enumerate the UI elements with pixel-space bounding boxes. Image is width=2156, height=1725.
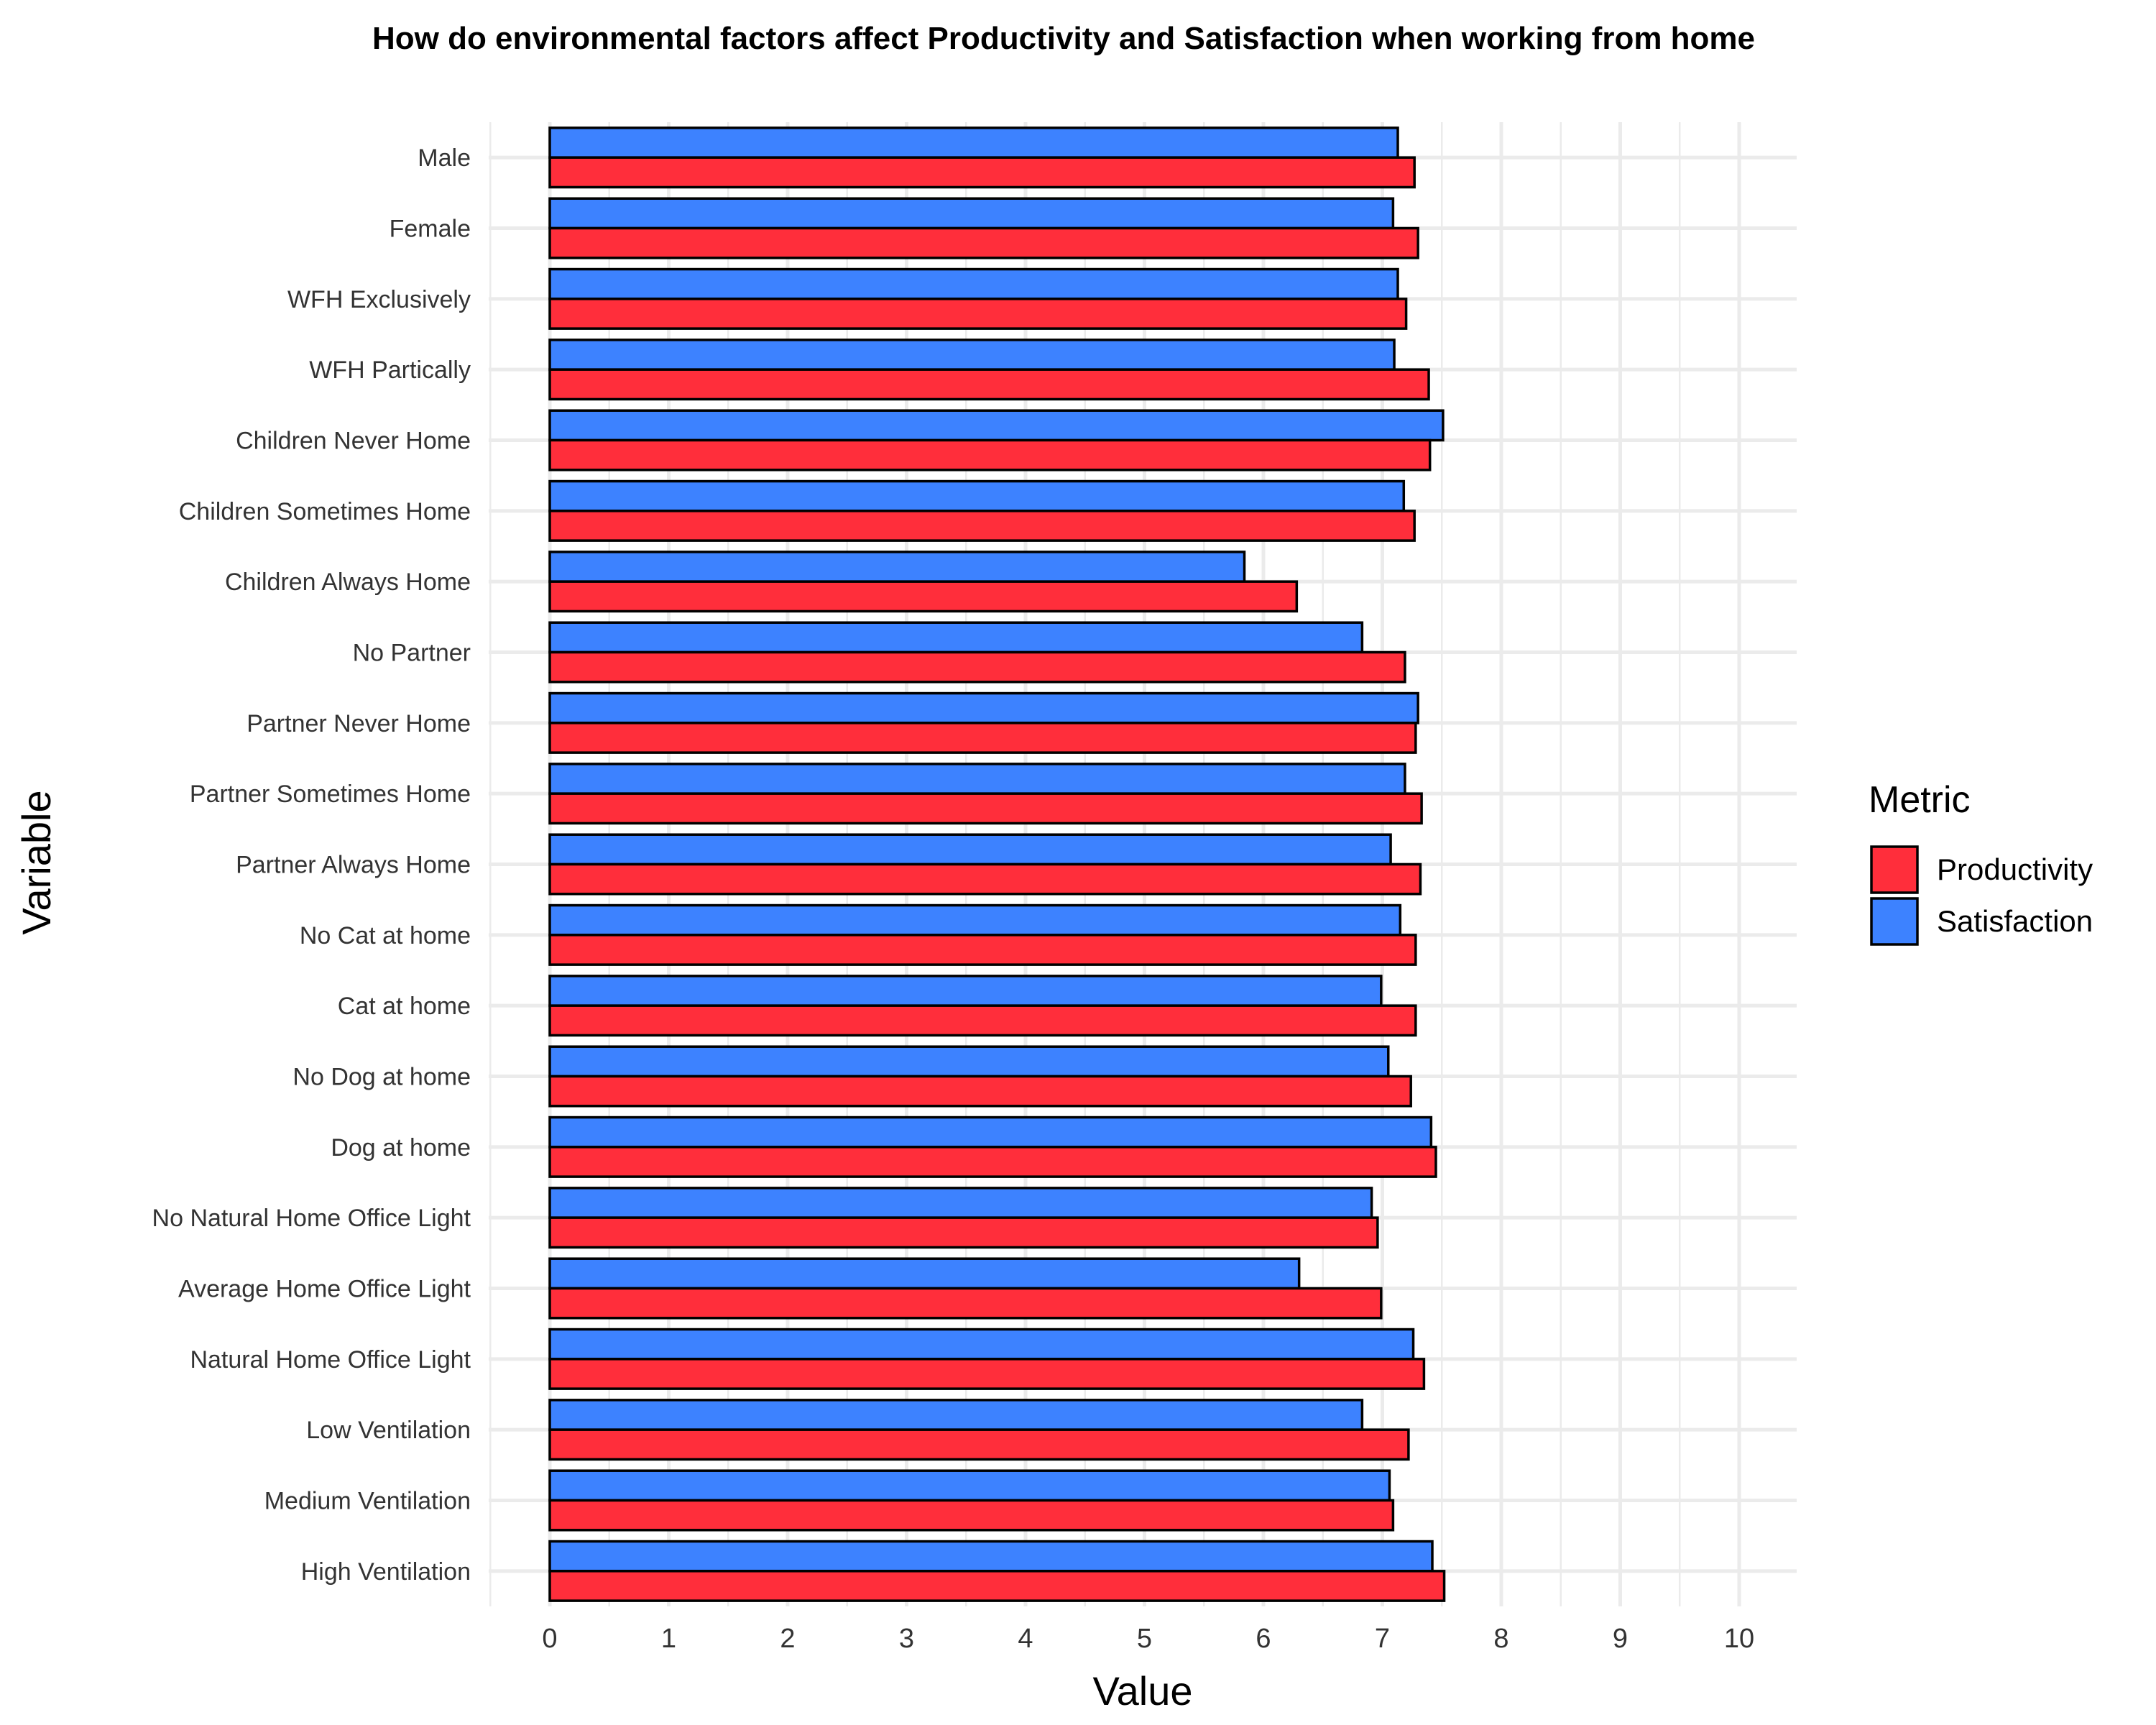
category-label: Children Always Home: [225, 569, 471, 596]
category-label: Children Sometimes Home: [179, 498, 471, 525]
category-label: Partner Sometimes Home: [190, 781, 471, 808]
bar-satisfaction: [548, 1187, 1373, 1219]
x-tick-label: 7: [1375, 1624, 1390, 1654]
legend: Metric Productivity Satisfaction: [1869, 779, 2093, 946]
x-tick-label: 3: [899, 1624, 914, 1654]
y-axis-title: Variable: [14, 790, 59, 934]
bar-layer: [548, 126, 1446, 1602]
x-tick-label: 8: [1493, 1624, 1508, 1654]
bar-productivity: [548, 580, 1299, 613]
bar-productivity: [548, 368, 1430, 401]
category-label: Male: [418, 144, 471, 172]
category-label: Natural Home Office Light: [190, 1346, 471, 1374]
bar-productivity: [548, 510, 1416, 542]
x-tick-label: 1: [661, 1624, 676, 1654]
bar-productivity: [548, 1428, 1410, 1461]
category-label: Medium Ventilation: [264, 1488, 471, 1515]
category-label: Dog at home: [331, 1134, 471, 1162]
category-label: WFH Partically: [309, 356, 471, 384]
chart-title: How do environmental factors affect Prod…: [372, 21, 1755, 56]
bar-productivity: [548, 156, 1416, 189]
legend-label: Satisfaction: [1937, 904, 2093, 938]
bar-productivity: [548, 1146, 1437, 1178]
bar-productivity: [548, 1004, 1417, 1037]
bar-satisfaction: [548, 691, 1419, 724]
category-label: No Natural Home Office Light: [152, 1205, 471, 1232]
legend-swatch: [1870, 897, 1919, 946]
category-label: Female: [390, 216, 471, 243]
bar-productivity: [548, 438, 1432, 472]
bar-satisfaction: [548, 551, 1246, 583]
category-label: No Dog at home: [292, 1064, 471, 1091]
bar-satisfaction: [548, 763, 1406, 795]
bar-satisfaction: [548, 197, 1395, 230]
x-tick-label: 4: [1018, 1624, 1033, 1654]
x-tick-label: 2: [780, 1624, 795, 1654]
legend-label: Productivity: [1937, 852, 2093, 886]
bar-satisfaction: [548, 1469, 1391, 1502]
x-axis-title: Value: [1092, 1668, 1192, 1714]
category-label: High Ventilation: [301, 1558, 471, 1586]
bar-productivity: [548, 226, 1419, 259]
bar-satisfaction: [548, 1116, 1433, 1149]
category-label: Partner Always Home: [236, 852, 471, 879]
bar-productivity: [548, 792, 1423, 825]
x-tick-labels: 0 1 2 3 4 5 6 7 8 9 10: [542, 1624, 1754, 1654]
bar-productivity: [548, 1570, 1446, 1602]
legend-swatch: [1870, 845, 1919, 894]
bar-productivity: [548, 934, 1417, 966]
bar-satisfaction: [548, 1045, 1390, 1078]
x-tick-label: 5: [1137, 1624, 1152, 1654]
bar-productivity: [548, 1287, 1383, 1320]
bar-productivity: [548, 650, 1406, 684]
legend-title: Metric: [1869, 779, 1971, 821]
category-labels: Male Female WFH Exclusively WFH Partically C…: [152, 144, 471, 1586]
category-label: Low Ventilation: [306, 1417, 471, 1444]
bar-productivity: [548, 1358, 1426, 1390]
bar-productivity: [548, 862, 1422, 896]
bar-productivity: [548, 1216, 1379, 1249]
category-label: Children Never Home: [236, 428, 471, 455]
bar-satisfaction: [548, 126, 1399, 159]
bar-satisfaction: [548, 1399, 1364, 1431]
bar-satisfaction: [548, 479, 1406, 512]
bar-productivity: [548, 722, 1417, 754]
bar-satisfaction: [548, 1540, 1434, 1573]
category-label: Partner Never Home: [247, 710, 471, 737]
category-label: No Partner: [353, 640, 471, 667]
bar-productivity: [548, 298, 1408, 330]
category-label: Average Home Office Light: [178, 1276, 471, 1303]
category-label: No Cat at home: [300, 922, 471, 949]
x-tick-label: 0: [542, 1624, 557, 1654]
legend-items: Productivity Satisfaction: [1870, 845, 2093, 946]
category-label: Cat at home: [338, 993, 471, 1020]
bar-satisfaction: [548, 339, 1396, 371]
x-tick-label: 6: [1256, 1624, 1271, 1654]
bar-satisfaction: [548, 1257, 1301, 1290]
bar-satisfaction: [548, 1328, 1415, 1361]
bar-productivity: [548, 1075, 1412, 1108]
bar-satisfaction: [548, 833, 1392, 866]
bar-satisfaction: [548, 621, 1364, 654]
x-tick-label: 9: [1613, 1624, 1628, 1654]
bar-satisfaction: [548, 267, 1399, 300]
bar-satisfaction: [548, 903, 1402, 937]
x-tick-label: 10: [1724, 1624, 1754, 1654]
bar-satisfaction: [548, 975, 1383, 1007]
category-label: WFH Exclusively: [287, 286, 471, 313]
bar-productivity: [548, 1499, 1395, 1532]
bar-satisfaction: [548, 409, 1445, 442]
